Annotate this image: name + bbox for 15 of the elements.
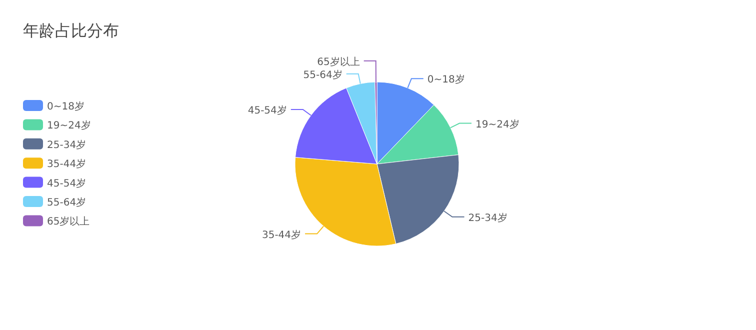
slice-label: 45-54岁 — [248, 104, 287, 116]
slice-label: 25-34岁 — [468, 212, 508, 224]
legend-label: 19~24岁 — [47, 120, 91, 132]
slice-label: 19~24岁 — [475, 118, 520, 130]
slice-label: 35-44岁 — [262, 228, 302, 241]
legend-label: 65岁以上 — [47, 216, 90, 228]
legend-label: 45-54岁 — [47, 177, 86, 190]
slice-label: 55-64岁 — [303, 68, 342, 81]
slice-label: 65岁以上 — [317, 56, 360, 68]
legend-label: 0~18岁 — [47, 100, 84, 112]
legend-label: 25-34岁 — [47, 138, 86, 151]
chart-title: 年龄占比分布 — [23, 21, 119, 40]
legend-label: 55-64岁 — [47, 196, 86, 208]
slice-label: 0~18岁 — [427, 74, 465, 86]
legend-label: 35-44岁 — [47, 158, 86, 170]
